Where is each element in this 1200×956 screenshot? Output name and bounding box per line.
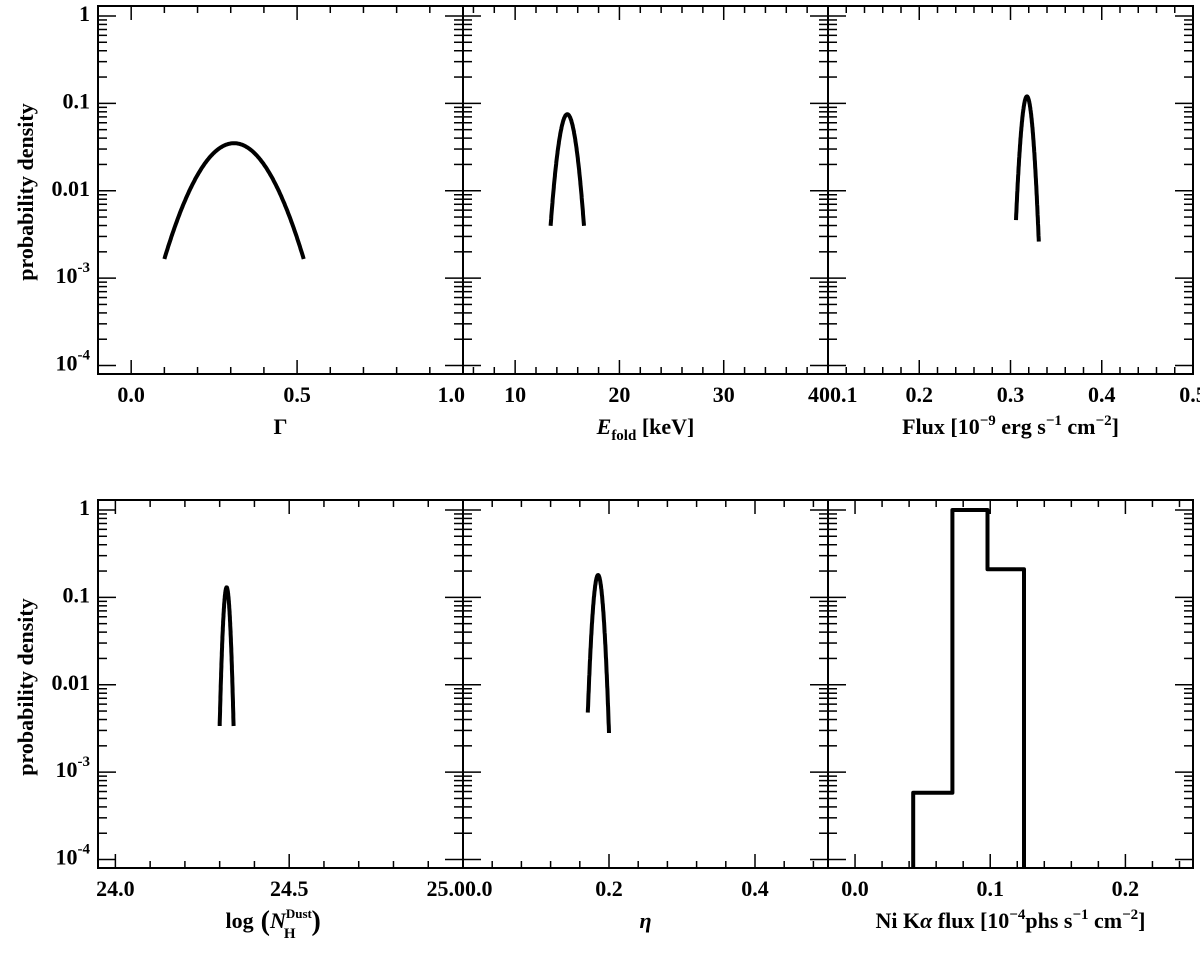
y-tick-label-exp: -4 [78,842,91,858]
y-tick-label-exp: -4 [78,348,91,364]
x-axis-label-part: cm [1062,414,1096,439]
x-axis-label-part: flux [10 [932,908,1009,933]
x-axis-label-part: Flux [10 [902,414,980,439]
y-tick-label-base: 10 [56,263,78,288]
x-axis-label: Efold [keV] [596,414,695,444]
panel-eta: 0.0 0.2 0.4 η [462,499,829,933]
x-axis-label-part: phs s [1025,908,1073,933]
x-tick-label: 24.5 [270,876,309,901]
y-tick-label-exp: -3 [78,261,91,277]
x-axis-label-sup: −1 [1046,413,1062,429]
x-tick-label: 0.3 [997,382,1025,407]
x-axis-label-paren: ( [254,906,270,937]
x-axis-label-sub: H [284,926,296,942]
x-axis-label: Ni Kα flux [10−4phs s−1 cm−2] [876,907,1146,933]
x-tick-label: 0.0 [117,382,145,407]
panel-ni: 0.0 0.1 0.2 Ni Kα flux [10−4phs s−1 cm−2] [827,499,1194,933]
x-tick-label: 0.4 [1088,382,1116,407]
panel-frame [462,499,829,869]
series-line-efold [548,112,586,226]
x-axis-label: η [639,908,651,933]
series-line-nh [217,585,236,727]
x-axis-label-part: erg s [996,414,1047,439]
y-tick-label: 10-4 [56,842,91,870]
y-tick-label-base: 10 [56,757,78,782]
x-axis-label-part: log [226,908,254,933]
x-axis-label-sup: −2 [1096,413,1112,429]
y-tick-label: 1 [79,1,90,26]
panel-efold: 10 20 30 40 Efold [keV] [462,5,830,444]
x-axis-label-symbol: N [269,908,287,933]
panel-frame [97,499,464,869]
x-tick-label: 20 [608,382,630,407]
panel-frame [827,499,1194,869]
x-tick-label: 24.0 [96,876,135,901]
x-axis-label-part: ] [1112,414,1119,439]
x-tick-label: 0.2 [1112,876,1140,901]
x-axis-label-sup: −2 [1122,907,1138,923]
series-line-eta [585,573,611,734]
series-line-ni [911,508,1026,868]
y-tick-label: 0.01 [52,670,91,695]
x-axis-label-sub: fold [611,428,637,444]
x-tick-label: 1.0 [438,382,466,407]
y-tick-label-exp: -3 [78,755,91,771]
y-axis-label-bottom: probability density [13,598,38,775]
y-tick-label: 0.1 [63,88,91,113]
x-tick-label: 30 [713,382,735,407]
x-tick-label: 0.2 [906,382,934,407]
x-axis-label-symbol: η [639,908,651,933]
x-tick-label: 0.1 [976,876,1004,901]
x-axis-label-paren: ) [312,906,321,937]
x-axis-label-alpha: α [920,908,933,933]
x-axis-label: Flux [10−9 erg s−1 cm−2] [902,413,1119,439]
x-tick-label: 0.4 [741,876,769,901]
x-tick-label: 25.0 [427,876,466,901]
y-tick-label: 10-3 [56,261,91,289]
y-tick-label-base: 10 [56,351,78,376]
x-axis-label-part: cm [1089,908,1123,933]
x-tick-label: 0.5 [1179,382,1200,407]
y-tick-label-base: 10 [56,845,78,870]
x-axis-label-sup: Dust [286,906,313,921]
x-axis-label-part: ] [1138,908,1145,933]
y-tick-label: 10-4 [56,348,91,376]
x-axis-label-sup: −1 [1072,907,1088,923]
x-tick-label: 0.0 [841,876,869,901]
panel-flux: 0.1 0.2 0.3 0.4 0.5 Flux [10−9 erg s−1 cm−2] [827,5,1200,439]
x-tick-label: 10 [504,382,526,407]
x-tick-label: 40 [808,382,830,407]
y-tick-label: 0.1 [63,582,91,607]
x-axis-label-sup: −4 [1009,907,1026,923]
x-axis-label-unit: [keV] [636,414,694,439]
x-axis-label-symbol: E [596,414,612,439]
series-line-gamma [162,141,306,260]
x-axis-label: log (NDust H) [226,906,321,942]
x-axis-label-symbol: Γ [274,414,288,439]
panel-frame [462,5,829,375]
panel-frame [827,5,1194,375]
series-line-flux [1014,94,1041,242]
x-tick-label: 0.5 [283,382,311,407]
x-axis-label-sup: −9 [980,413,996,429]
x-tick-label: 0.0 [465,876,493,901]
x-axis-label-part: Ni K [876,908,921,933]
y-tick-label: 1 [79,495,90,520]
x-tick-label: 0.1 [830,382,858,407]
y-tick-label: 10-3 [56,755,91,783]
x-tick-label: 0.2 [595,876,623,901]
y-tick-label: 0.01 [52,176,91,201]
y-axis-label-top: probability density [13,103,38,280]
x-axis-label: Γ [274,414,288,439]
